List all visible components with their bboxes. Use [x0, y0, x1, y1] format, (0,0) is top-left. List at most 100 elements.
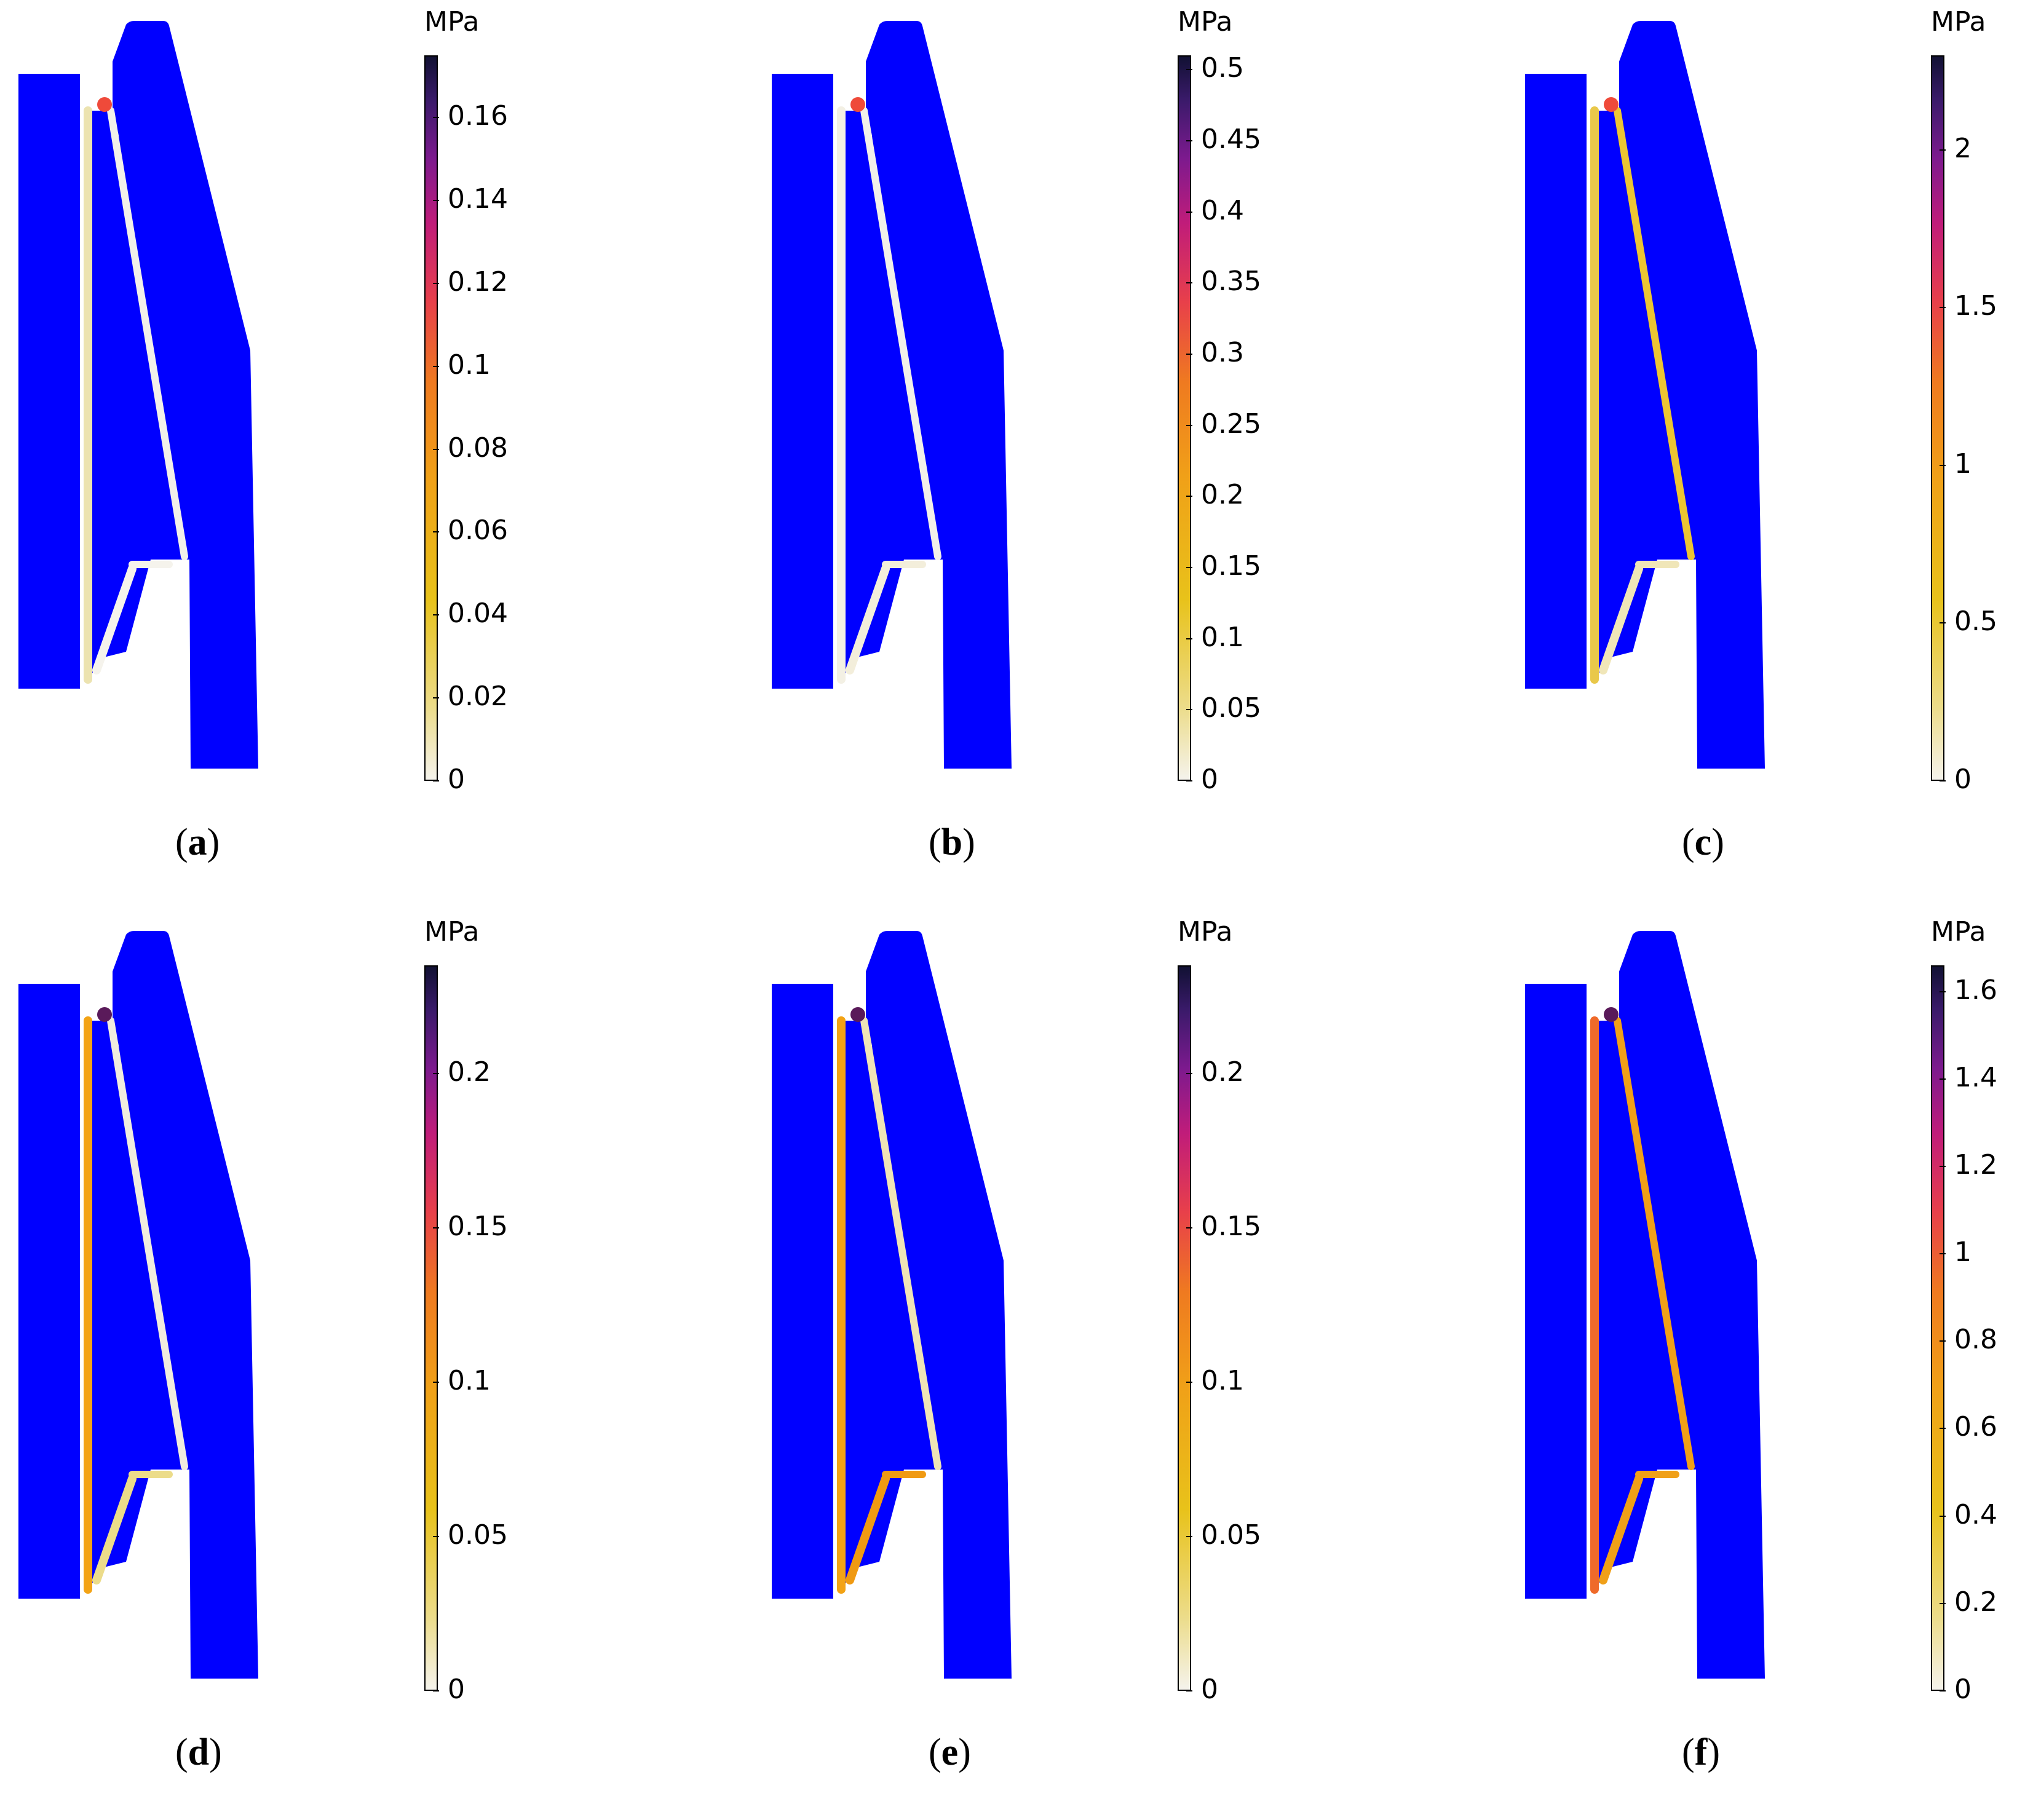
panel-caption-letter: a: [188, 821, 207, 863]
base-block: [18, 984, 80, 1599]
colorbar-tick-label: 0.5: [1954, 606, 1997, 638]
colorbar-c: [1931, 55, 1944, 781]
colorbar-tick-label: 0.12: [448, 266, 508, 298]
colorbar-tick-label: 0.05: [448, 1519, 508, 1551]
inner-region: [1597, 1021, 1688, 1586]
colorbar-tick-label: 0.02: [448, 681, 508, 713]
colorbar-tick-label: 0.6: [1954, 1411, 1997, 1443]
colorbar-f: [1931, 965, 1944, 1691]
colorbar-tick: [433, 448, 439, 450]
panel-caption-letter: d: [188, 1731, 210, 1773]
colorbar-tick-label: 1: [1954, 1236, 1971, 1268]
colorbar-unit-label: MPa: [1178, 916, 1233, 948]
colorbar-e: [1178, 965, 1191, 1691]
main-body: [1619, 21, 1765, 769]
contact-strip-slanted: [107, 1017, 188, 1470]
contact-strip-slanted: [860, 107, 941, 560]
base-block: [18, 74, 80, 689]
colorbar-b: [1178, 55, 1191, 781]
colorbar-tick-label: 0.3: [1201, 336, 1244, 368]
colorbar-tick: [1940, 1602, 1946, 1604]
colorbar-tick: [1940, 307, 1946, 309]
contact-strip-slanted: [107, 107, 188, 560]
contact-strip-lower: [92, 564, 137, 675]
colorbar-tick: [433, 614, 439, 616]
colorbar-tick: [1186, 638, 1192, 639]
colorbar-tick: [1186, 424, 1192, 426]
inner-region: [844, 1021, 935, 1586]
colorbar-tick-label: 0: [1954, 1674, 1971, 1705]
colorbar-tick: [1186, 353, 1192, 355]
colorbar-tick: [1186, 1072, 1192, 1074]
main-body: [866, 21, 1012, 769]
colorbar-tick-label: 0.05: [1201, 692, 1261, 724]
colorbar-d: [424, 965, 438, 1691]
colorbar-tick: [433, 531, 439, 533]
base-block: [1525, 74, 1587, 689]
inner-region: [90, 1021, 181, 1586]
corner-stress-spot: [1604, 97, 1619, 112]
contact-strip-slanted: [860, 1017, 941, 1470]
colorbar-tick-label: 0: [1201, 1674, 1218, 1705]
panel-caption: (e): [929, 1731, 971, 1773]
panel-caption: (a): [175, 821, 220, 863]
colorbar-tick: [1186, 566, 1192, 568]
colorbar-tick: [433, 117, 439, 119]
colorbar-tick: [1940, 1515, 1946, 1517]
main-body: [1619, 931, 1765, 1679]
corner-stress-spot: [97, 97, 112, 112]
colorbar-tick-label: 1.4: [1954, 1061, 1997, 1093]
colorbar-tick-label: 2: [1954, 132, 1971, 164]
main-body: [113, 931, 258, 1679]
colorbar-tick-label: 0.1: [1201, 621, 1244, 653]
colorbar-unit-label: MPa: [424, 6, 480, 38]
colorbar-tick-label: 0.1: [448, 349, 491, 381]
base-block: [1525, 984, 1587, 1599]
colorbar-tick: [433, 200, 439, 201]
panel-f: MPa 0 0.2 0.4 0.6 0.8 1 1.2 1.4 1.6 (f): [1507, 910, 2017, 1820]
colorbar-tick-label: 0.25: [1201, 408, 1261, 440]
colorbar-tick: [1186, 282, 1192, 284]
colorbar-tick-label: 0.2: [1201, 479, 1244, 511]
panel-caption: (d): [175, 1731, 222, 1773]
inner-region: [844, 111, 935, 676]
colorbar-tick-label: 0.06: [448, 515, 508, 547]
colorbar-tick-label: 0: [1201, 764, 1218, 795]
colorbar-tick-label: 0.04: [448, 598, 508, 630]
colorbar-tick-label: 0.15: [1201, 1210, 1261, 1242]
stress-geometry-d: [18, 931, 258, 1679]
colorbar-unit-label: MPa: [424, 916, 480, 948]
contact-strip-lower: [1599, 1474, 1643, 1585]
panel-caption-letter: e: [941, 1731, 959, 1773]
colorbar-tick: [1186, 1381, 1192, 1383]
colorbar-tick: [1940, 149, 1946, 151]
colorbar-tick: [433, 1227, 439, 1228]
colorbar-tick: [1186, 1690, 1192, 1691]
panel-a: MPa 0 0.02 0.04 0.06 0.08 0.1 0.12 0.14 0.16 (a): [0, 0, 753, 910]
colorbar-tick: [1186, 140, 1192, 141]
colorbar-tick: [433, 365, 439, 367]
panel-caption: (b): [929, 821, 975, 863]
colorbar-tick: [1186, 1227, 1192, 1228]
stress-geometry-b: [772, 21, 1012, 769]
colorbar-tick: [1940, 464, 1946, 466]
colorbar-a: [424, 55, 438, 781]
colorbar-tick-label: 0.45: [1201, 123, 1261, 155]
colorbar-tick: [1940, 1078, 1946, 1080]
colorbar-tick: [1186, 709, 1192, 711]
colorbar-tick: [1940, 622, 1946, 624]
colorbar-tick-label: 0.05: [1201, 1519, 1261, 1551]
contact-strip-slanted: [1614, 107, 1695, 560]
colorbar-tick-label: 0: [448, 1674, 465, 1705]
contact-strip-lower: [846, 1474, 890, 1585]
colorbar-tick: [1940, 1340, 1946, 1342]
contact-strip-lower: [1599, 564, 1643, 675]
colorbar-unit-label: MPa: [1931, 6, 1986, 38]
inner-region: [90, 111, 181, 676]
colorbar-tick-label: 0.2: [1201, 1056, 1244, 1088]
panel-e: MPa 0 0.05 0.1 0.15 0.2 (e): [753, 910, 1507, 1820]
stress-geometry-a: [18, 21, 258, 769]
colorbar-tick: [1940, 991, 1946, 992]
colorbar-tick-label: 0.4: [1201, 194, 1244, 226]
colorbar-tick: [433, 697, 439, 699]
